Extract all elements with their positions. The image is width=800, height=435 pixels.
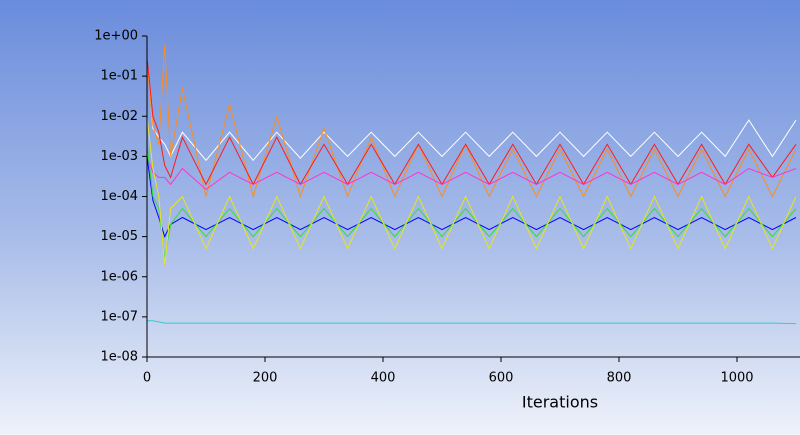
x-axis-label: Iterations: [522, 393, 598, 412]
y-tick-label: 1e+00: [94, 29, 138, 44]
y-tick-label: 1e-07: [100, 309, 138, 324]
y-tick-label: 1e-05: [100, 229, 138, 244]
y-tick-label: 1e-02: [100, 109, 138, 124]
x-tick-label: 800: [607, 371, 632, 386]
plot-area: [147, 44, 797, 325]
y-tick-label: 1e-03: [100, 149, 138, 164]
y-tick-label: 1e-08: [100, 350, 138, 365]
residual-line: [147, 56, 797, 162]
y-tick-label: 1e-04: [100, 189, 138, 204]
residual-line: [147, 56, 797, 186]
x-tick-label: 400: [371, 371, 396, 386]
residual-line: [147, 320, 797, 325]
residual-line: [147, 44, 797, 199]
residual-line: [147, 156, 797, 191]
y-tick-label: 1e-01: [100, 69, 138, 84]
y-tick-label: 1e-06: [100, 269, 138, 284]
x-tick-label: 0: [143, 371, 151, 386]
x-tick-label: 600: [489, 371, 514, 386]
x-tick-label: 200: [253, 371, 278, 386]
residual-line: [147, 116, 797, 265]
x-tick-label: 1000: [720, 371, 753, 386]
